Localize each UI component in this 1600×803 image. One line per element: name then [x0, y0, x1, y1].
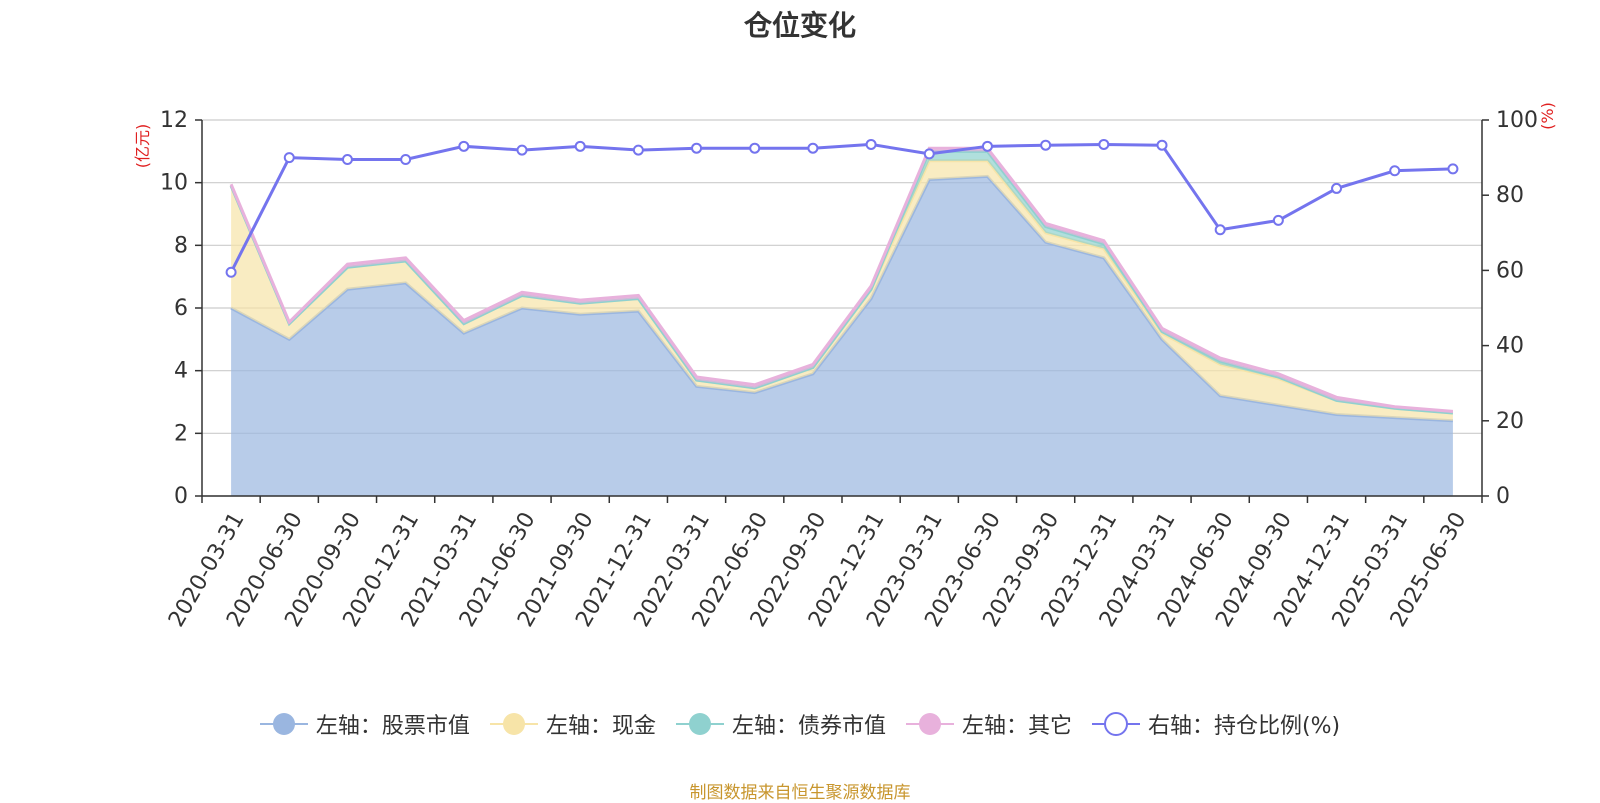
right-tick-label: 100	[1496, 108, 1538, 133]
ratio-point[interactable]	[1156, 139, 1168, 151]
ratio-point[interactable]	[1040, 139, 1052, 151]
legend-item-stock[interactable]: 左轴：股票市值	[259, 708, 470, 740]
area-top-line	[230, 174, 1453, 423]
ratio-point[interactable]	[807, 142, 819, 154]
ratio-point[interactable]	[574, 140, 586, 152]
legend-circle-icon	[675, 713, 724, 735]
ratio-point[interactable]	[1447, 163, 1459, 175]
left-tick-label: 6	[174, 296, 188, 321]
right-tick-label: 40	[1496, 334, 1524, 359]
ratio-point[interactable]	[1389, 165, 1401, 177]
ratio-point[interactable]	[1331, 182, 1343, 194]
ratio-point[interactable]	[923, 148, 935, 160]
ratio-point[interactable]	[632, 144, 644, 156]
legend-label: 左轴：现金	[545, 714, 656, 739]
legend-item-cash[interactable]: 左轴：现金	[489, 708, 656, 740]
ratio-point[interactable]	[691, 142, 703, 154]
left-axis-unit: (亿元)	[133, 124, 152, 169]
ratio-point[interactable]	[981, 140, 993, 152]
position-change-chart: 0246810120204060801002020-03-312020-06-3…	[133, 102, 1557, 631]
left-tick-label: 12	[160, 108, 188, 133]
ratio-point[interactable]	[1098, 138, 1110, 150]
legend-item-other[interactable]: 左轴：其它	[905, 708, 1072, 740]
right-tick-label: 20	[1496, 409, 1524, 434]
ratio-point[interactable]	[865, 138, 877, 150]
ratio-point[interactable]	[1272, 214, 1284, 226]
legend-label: 左轴：股票市值	[315, 714, 470, 739]
ratio-point[interactable]	[516, 144, 528, 156]
right-tick-label: 60	[1496, 258, 1524, 283]
legend: 左轴：股票市值 左轴：现金 左轴：债券市值 左轴：其它 右轴：持仓比例(%)	[0, 708, 1600, 740]
left-tick-label: 8	[174, 233, 188, 258]
right-tick-label: 0	[1496, 484, 1510, 509]
legend-label: 左轴：债券市值	[731, 714, 886, 739]
ratio-polyline	[229, 142, 1453, 273]
ratio-line	[225, 138, 1459, 278]
stacked-areas	[229, 146, 1454, 496]
left-tick-label: 2	[174, 421, 188, 446]
ratio-point[interactable]	[341, 153, 353, 165]
ratio-point[interactable]	[225, 266, 237, 278]
legend-ring-icon	[1091, 712, 1140, 736]
legend-label: 右轴：持仓比例(%)	[1147, 714, 1341, 739]
data-source-note: 制图数据来自恒生聚源数据库	[689, 783, 911, 803]
right-axis-unit: (%)	[1538, 102, 1557, 130]
legend-item-ratio[interactable]: 右轴：持仓比例(%)	[1091, 708, 1341, 740]
ratio-point[interactable]	[458, 140, 470, 152]
left-tick-label: 4	[174, 359, 188, 384]
left-tick-label: 0	[174, 484, 188, 509]
legend-label: 左轴：其它	[961, 714, 1072, 739]
legend-circle-icon	[905, 713, 954, 735]
ratio-point[interactable]	[1214, 224, 1226, 236]
ratio-point[interactable]	[749, 142, 761, 154]
left-tick-label: 10	[160, 171, 188, 196]
legend-circle-icon	[259, 713, 308, 735]
ratio-point[interactable]	[400, 153, 412, 165]
right-tick-label: 80	[1496, 183, 1524, 208]
chart-title: 仓位变化	[743, 9, 856, 42]
area-top-line	[229, 146, 1454, 413]
legend-circle-icon	[489, 713, 538, 735]
ratio-point[interactable]	[283, 152, 295, 164]
legend-item-bond[interactable]: 左轴：债券市值	[675, 708, 886, 740]
